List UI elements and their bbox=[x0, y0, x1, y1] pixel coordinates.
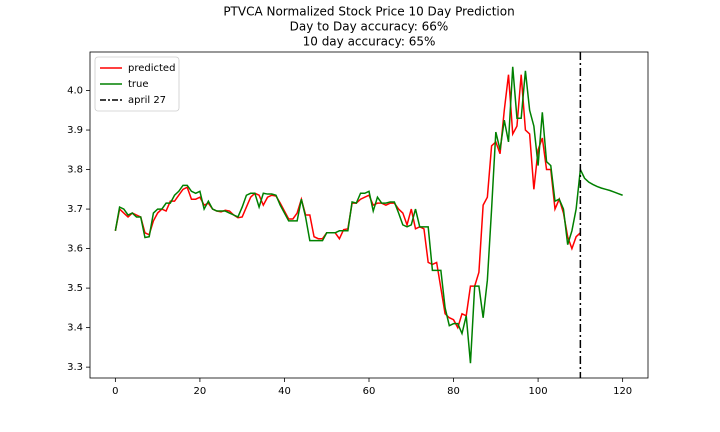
y-tick-label: 4.0 bbox=[67, 86, 83, 97]
series-line bbox=[114, 66, 623, 364]
y-tick-label: 3.4 bbox=[67, 323, 83, 334]
x-tick-label: 120 bbox=[613, 386, 632, 397]
y-tick-label: 3.8 bbox=[67, 165, 83, 176]
chart-subtitle: 10 day accuracy: 65% bbox=[303, 35, 436, 49]
legend-label: april 27 bbox=[128, 95, 166, 106]
y-tick-label: 3.6 bbox=[67, 244, 83, 255]
x-tick-label: 100 bbox=[529, 386, 548, 397]
x-tick-label: 60 bbox=[363, 386, 376, 397]
legend-label: predicted bbox=[128, 63, 175, 74]
y-tick-label: 3.7 bbox=[67, 204, 83, 215]
x-tick-label: 80 bbox=[447, 386, 460, 397]
x-tick-label: 40 bbox=[278, 386, 291, 397]
chart-title: PTVCA Normalized Stock Price 10 Day Pred… bbox=[223, 5, 514, 19]
y-tick-label: 3.3 bbox=[67, 362, 83, 373]
y-tick-label: 3.5 bbox=[67, 283, 83, 294]
legend-box bbox=[94, 56, 180, 112]
plot-frame bbox=[89, 51, 649, 379]
chart-subtitle: Day to Day accuracy: 66% bbox=[290, 20, 449, 34]
x-tick-label: 20 bbox=[194, 386, 207, 397]
x-tick-label: 0 bbox=[112, 386, 118, 397]
y-tick-label: 3.9 bbox=[67, 125, 83, 136]
legend-label: true bbox=[128, 79, 149, 90]
